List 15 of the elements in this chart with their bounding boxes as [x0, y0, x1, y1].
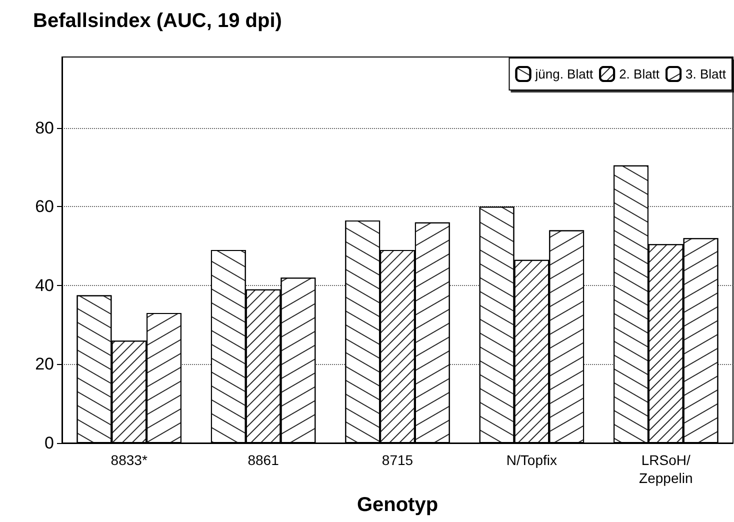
chart-title: Befallsindex (AUC, 19 dpi) [33, 10, 282, 32]
legend-label: 2. Blatt [619, 66, 660, 82]
x-tick-label: N/Topfix [506, 452, 557, 468]
y-tick-label: 20 [35, 354, 54, 374]
y-tick-label: 0 [44, 434, 54, 452]
y-tick-label: 80 [35, 118, 54, 138]
y-tick-label: 60 [35, 197, 54, 216]
x-tick-label: 8833* [110, 452, 148, 468]
y-tick-label: 40 [35, 276, 54, 295]
x-tick-label: LRSoH/ Zeppelin [639, 452, 693, 486]
x-tick-label: 8861 [248, 452, 280, 468]
legend-label: jüng. Blatt [534, 66, 594, 82]
x-axis-title: Genotyp [356, 494, 438, 516]
legend-label: 3. Blatt [686, 66, 726, 82]
x-tick-label: 8715 [382, 452, 414, 468]
